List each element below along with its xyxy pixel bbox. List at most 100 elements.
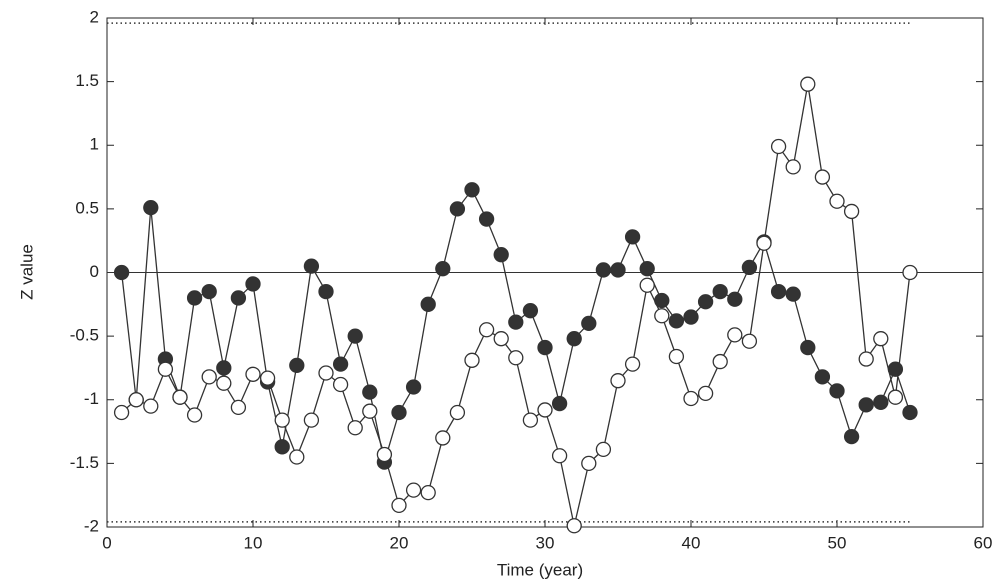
data-point — [259, 370, 276, 386]
data-point — [902, 404, 918, 421]
data-point — [741, 259, 758, 276]
data-point — [624, 229, 641, 245]
data-point — [902, 264, 918, 281]
data-point — [362, 403, 378, 419]
data-point — [420, 296, 436, 312]
data-point — [785, 159, 801, 175]
data-point — [727, 291, 743, 307]
data-point — [157, 361, 174, 377]
data-point — [332, 376, 349, 393]
data-point — [610, 262, 626, 278]
data-point — [245, 276, 261, 292]
y-tick-label: -2 — [84, 516, 99, 535]
data-point — [478, 322, 495, 338]
data-point — [274, 439, 290, 455]
data-point — [639, 261, 655, 277]
data-point — [230, 290, 247, 306]
data-point — [727, 327, 743, 343]
data-point — [741, 333, 758, 349]
data-point — [522, 303, 539, 319]
data-point — [143, 398, 159, 414]
x-tick-label: 60 — [974, 533, 993, 552]
y-axis-label: Z value — [17, 244, 36, 300]
x-tick-label: 50 — [828, 533, 847, 552]
x-tick-label: 10 — [244, 533, 263, 552]
data-point — [245, 366, 261, 382]
data-point — [318, 365, 334, 381]
data-point — [697, 294, 714, 310]
data-point — [420, 484, 436, 501]
data-point — [493, 247, 509, 263]
data-point — [712, 283, 728, 300]
data-point — [873, 394, 889, 410]
data-point — [814, 369, 831, 385]
x-tick-label: 20 — [390, 533, 409, 552]
data-point — [756, 235, 772, 251]
data-point — [668, 313, 685, 329]
y-tick-label: 1 — [90, 135, 99, 154]
data-point — [566, 518, 582, 534]
data-point — [537, 402, 553, 418]
y-tick-label: -1.5 — [70, 453, 99, 472]
data-point — [478, 211, 495, 227]
data-point — [464, 352, 480, 368]
data-point — [347, 328, 363, 344]
x-tick-label: 40 — [682, 533, 701, 552]
data-point — [303, 412, 320, 428]
data-point — [332, 356, 349, 372]
data-point — [508, 314, 524, 330]
data-point — [595, 262, 612, 278]
data-point — [405, 379, 422, 395]
data-point — [785, 286, 801, 302]
data-point — [829, 193, 845, 209]
y-tick-label: -0.5 — [70, 326, 99, 345]
data-point — [172, 389, 188, 405]
x-tick-label: 0 — [102, 533, 111, 552]
data-point — [712, 353, 728, 370]
data-point — [362, 384, 378, 400]
data-point — [887, 389, 904, 405]
data-point — [186, 290, 203, 306]
data-point — [843, 429, 860, 445]
data-point — [391, 497, 407, 514]
data-point — [464, 182, 480, 198]
data-point — [303, 258, 320, 274]
y-tick-label: 1.5 — [75, 71, 99, 90]
data-point — [887, 361, 904, 377]
data-point — [566, 331, 582, 347]
data-point — [143, 199, 159, 216]
y-tick-label: 0.5 — [75, 198, 99, 217]
data-point — [668, 348, 685, 365]
data-point — [186, 407, 203, 423]
y-tick-label: 2 — [90, 7, 99, 26]
data-point — [770, 283, 787, 300]
data-point — [858, 397, 874, 413]
data-point — [405, 482, 422, 498]
data-point — [216, 360, 232, 376]
data-point — [624, 356, 641, 372]
data-point — [595, 441, 612, 458]
data-point — [873, 331, 889, 347]
data-point — [581, 455, 597, 472]
data-point — [347, 420, 363, 436]
data-point — [508, 350, 524, 366]
data-point — [814, 169, 831, 185]
data-point — [537, 339, 553, 356]
x-axis-label: Time (year) — [497, 560, 583, 579]
data-point — [449, 404, 466, 421]
data-point — [435, 261, 451, 277]
data-point — [610, 373, 626, 389]
data-point — [201, 283, 217, 300]
data-point — [318, 283, 334, 300]
data-point — [639, 277, 655, 293]
data-point — [843, 203, 860, 220]
data-point — [829, 383, 845, 399]
data-point — [289, 449, 305, 465]
data-point — [858, 351, 874, 367]
y-tick-label: -1 — [84, 389, 99, 408]
data-point — [216, 375, 232, 391]
data-point — [551, 395, 568, 412]
y-tick-label: 0 — [90, 262, 99, 281]
data-point — [449, 201, 466, 217]
